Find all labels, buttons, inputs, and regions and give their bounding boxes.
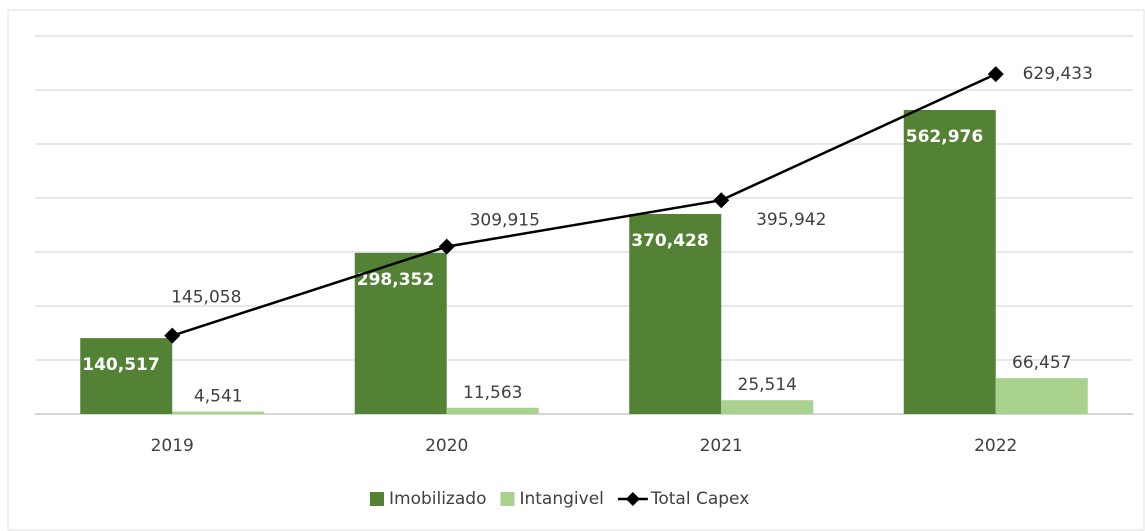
legend-label: Intangivel bbox=[519, 489, 603, 509]
bar-value-label: 140,517 bbox=[82, 355, 159, 375]
bar-value-label: 370,428 bbox=[631, 231, 708, 251]
line-value-label: 145,058 bbox=[171, 288, 241, 308]
line-marker bbox=[438, 238, 455, 255]
bar-value-label: 11,563 bbox=[463, 383, 522, 403]
bar-value-label: 25,514 bbox=[738, 375, 797, 395]
bar bbox=[172, 411, 265, 414]
legend-label: Imobilizado bbox=[389, 489, 486, 509]
bar bbox=[903, 109, 996, 415]
bar-value-label: 298,352 bbox=[357, 270, 434, 290]
bar bbox=[354, 252, 447, 414]
legend-marker bbox=[625, 492, 640, 506]
bar bbox=[995, 378, 1088, 414]
line-marker bbox=[713, 192, 730, 209]
line-value-label: 309,915 bbox=[470, 211, 540, 231]
x-tick-label: 2021 bbox=[700, 436, 743, 456]
line bbox=[171, 72, 997, 337]
legend-swatch bbox=[500, 492, 515, 506]
bar bbox=[629, 213, 722, 414]
line-value-label: 395,942 bbox=[756, 210, 826, 230]
legend-swatch bbox=[370, 492, 384, 506]
x-tick-label: 2019 bbox=[151, 436, 194, 456]
bar bbox=[446, 407, 539, 414]
line-marker bbox=[987, 66, 1004, 83]
legend-label: Total Capex bbox=[650, 489, 749, 509]
bar-value-label: 66,457 bbox=[1012, 353, 1071, 373]
bar-value-label: 4,541 bbox=[194, 387, 243, 407]
chart-border bbox=[7, 9, 1145, 531]
x-tick-label: 2020 bbox=[425, 436, 468, 456]
x-tick-label: 2022 bbox=[974, 436, 1017, 456]
bar bbox=[721, 400, 814, 414]
bar-value-label: 562,976 bbox=[906, 127, 983, 147]
line-marker bbox=[164, 327, 181, 344]
line-value-label: 629,433 bbox=[1023, 64, 1093, 84]
bar bbox=[80, 338, 173, 414]
